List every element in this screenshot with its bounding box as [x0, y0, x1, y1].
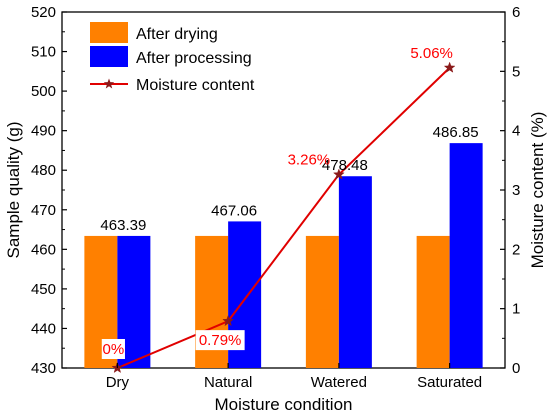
left-axis-ticks: 430 440 450 460 470 480 490 500 510 520 [31, 4, 67, 377]
moisture-line-layer [111, 61, 456, 374]
y-tick-label: 430 [31, 360, 56, 377]
legend-swatch-after-processing [90, 46, 128, 67]
y2-tick-label: 5 [512, 63, 520, 80]
y2-tick-label: 1 [512, 301, 520, 318]
y-tick-label: 470 [31, 202, 56, 219]
y2-tick-label: 0 [512, 360, 520, 377]
bar-after-drying-saturated [416, 235, 450, 368]
moisture-marker-watered [332, 168, 345, 180]
x-axis-title: Moisture condition [215, 395, 353, 414]
x-category-label: Watered [311, 374, 367, 391]
y-tick-label: 510 [31, 44, 56, 61]
y-tick-label: 440 [31, 320, 56, 337]
legend-swatch-after-drying [90, 22, 128, 43]
x-category-label: Dry [106, 374, 130, 391]
bars-layer [84, 143, 483, 368]
bar-value-label: 467.06 [211, 202, 257, 219]
bar-after-processing-saturated [449, 143, 483, 368]
y2-tick-label: 3 [512, 182, 520, 199]
moisture-value-label: 0% [103, 341, 125, 358]
bar-after-processing-watered [338, 176, 372, 368]
x-axis-ticks: Dry Natural Watered Saturated [106, 363, 482, 391]
moisture-value-label: 3.26% [288, 152, 331, 169]
legend: After drying After processing Moisture con… [90, 22, 255, 94]
moisture-value-label: 0.79% [199, 332, 242, 349]
right-axis-ticks: 0 1 2 3 4 5 6 [500, 4, 520, 377]
y-tick-label: 460 [31, 241, 56, 258]
legend-label-moisture: Moisture content [136, 77, 255, 94]
y-tick-label: 490 [31, 123, 56, 140]
bar-value-label: 478.48 [322, 157, 368, 174]
moisture-marker-natural [222, 314, 235, 327]
moisture-label-bg [195, 330, 245, 351]
moisture-marker-saturated [443, 61, 456, 73]
y2-tick-label: 2 [512, 241, 520, 258]
moisture-value-label: 5.06% [410, 45, 453, 62]
y2-tick-label: 4 [512, 123, 520, 140]
y-axis-title: Sample quality (g) [4, 121, 23, 258]
moisture-content-line [116, 67, 451, 369]
bar-value-label: 463.39 [100, 217, 146, 234]
x-category-label: Saturated [417, 374, 482, 391]
y-tick-label: 520 [31, 4, 56, 21]
bar-value-label: 486.85 [433, 124, 479, 141]
x-category-label: Natural [204, 374, 252, 391]
moisture-label-bg [101, 339, 125, 359]
y2-tick-label: 6 [512, 4, 520, 21]
y-tick-label: 480 [31, 162, 56, 179]
y2-axis-title: Moisture content (%) [528, 112, 547, 269]
data-labels-layer: 463.39 467.06 478.48 486.85 0% 0.79% 3.26% 5.06… [100, 45, 479, 359]
legend-label-after-drying: After drying [136, 26, 218, 43]
legend-label-after-processing: After processing [136, 50, 252, 67]
bar-after-drying-watered [305, 235, 339, 368]
y-tick-label: 500 [31, 83, 56, 100]
legend-star-marker [103, 78, 115, 89]
y-tick-label: 450 [31, 281, 56, 298]
